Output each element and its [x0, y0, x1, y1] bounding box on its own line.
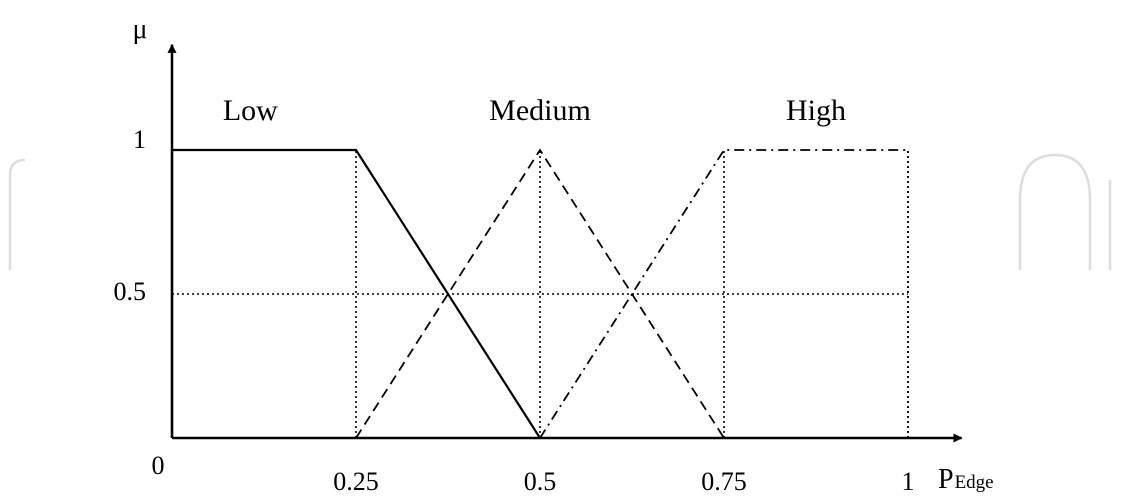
tick-labels: 0 0.25 0.5 0.75 1 0.5 1: [114, 125, 915, 496]
x-axis-label-subscript: Edge: [955, 472, 994, 493]
x-axis-label-main: P: [938, 464, 954, 495]
watermark: [8, 153, 1112, 270]
series-line-high: [539, 149, 908, 439]
series-label-medium: Medium: [489, 94, 591, 127]
x-tick-label: 0.25: [333, 467, 379, 496]
y-tick-label: 0.5: [114, 277, 147, 306]
x-axis-label: PEdge: [938, 464, 994, 495]
series-label-high: High: [786, 94, 846, 127]
axes: [167, 43, 963, 443]
x-tick-label: 0: [152, 451, 165, 480]
series-line-medium: [355, 148, 725, 439]
x-tick-label: 1: [902, 467, 915, 496]
y-tick-label: 1: [133, 125, 146, 154]
series-labels: Low Medium High: [223, 94, 846, 127]
y-axis-label: μ: [132, 14, 147, 45]
series-label-low: Low: [223, 94, 278, 127]
x-tick-label: 0.5: [524, 467, 557, 496]
grid-lines: [172, 150, 909, 438]
x-tick-label: 0.75: [701, 467, 747, 496]
